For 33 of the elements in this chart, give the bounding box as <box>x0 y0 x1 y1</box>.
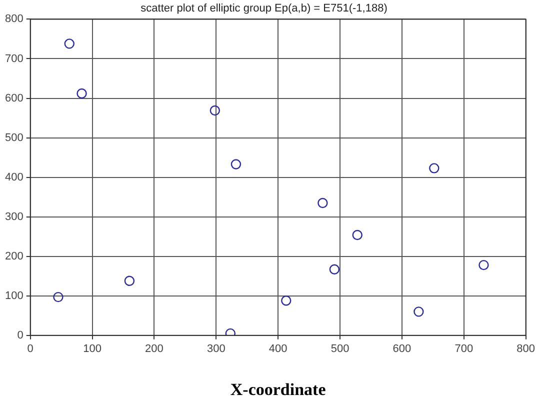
y-tick-label: 0 <box>17 329 24 342</box>
point <box>414 306 424 317</box>
point <box>76 88 87 99</box>
point <box>478 260 489 270</box>
y-tick-label: 800 <box>4 13 24 26</box>
x-axis-title: X-coordinate <box>230 380 326 400</box>
x-tick-label: 200 <box>145 343 164 356</box>
point <box>429 163 440 174</box>
x-tick-label: 100 <box>83 343 102 356</box>
point <box>352 230 362 240</box>
y-tick-label: 600 <box>4 92 24 104</box>
y-tick-label: 300 <box>4 210 24 223</box>
point <box>53 292 64 302</box>
point <box>329 264 340 274</box>
point <box>210 105 220 116</box>
x-tick-label: 600 <box>392 343 412 356</box>
x-tick-label: 700 <box>454 343 474 356</box>
point <box>318 198 328 208</box>
y-tick-label: 400 <box>4 171 24 184</box>
point <box>281 296 292 306</box>
chart-title: scatter plot of elliptic group Ep(a,b) = E751(-1,188) <box>140 2 388 15</box>
point <box>230 159 242 170</box>
x-tick-label: 0 <box>27 343 34 356</box>
x-tick-label: 800 <box>516 343 536 356</box>
y-tick-label: 700 <box>4 52 24 65</box>
x-tick-label: 400 <box>268 343 288 356</box>
x-tick-label: 300 <box>206 343 226 356</box>
y-tick-label: 100 <box>4 290 24 302</box>
x-tick-label: 500 <box>330 343 350 356</box>
y-tick-label: 200 <box>4 250 24 262</box>
point <box>64 38 74 49</box>
y-tick-label: 500 <box>4 132 24 144</box>
point <box>124 276 135 286</box>
